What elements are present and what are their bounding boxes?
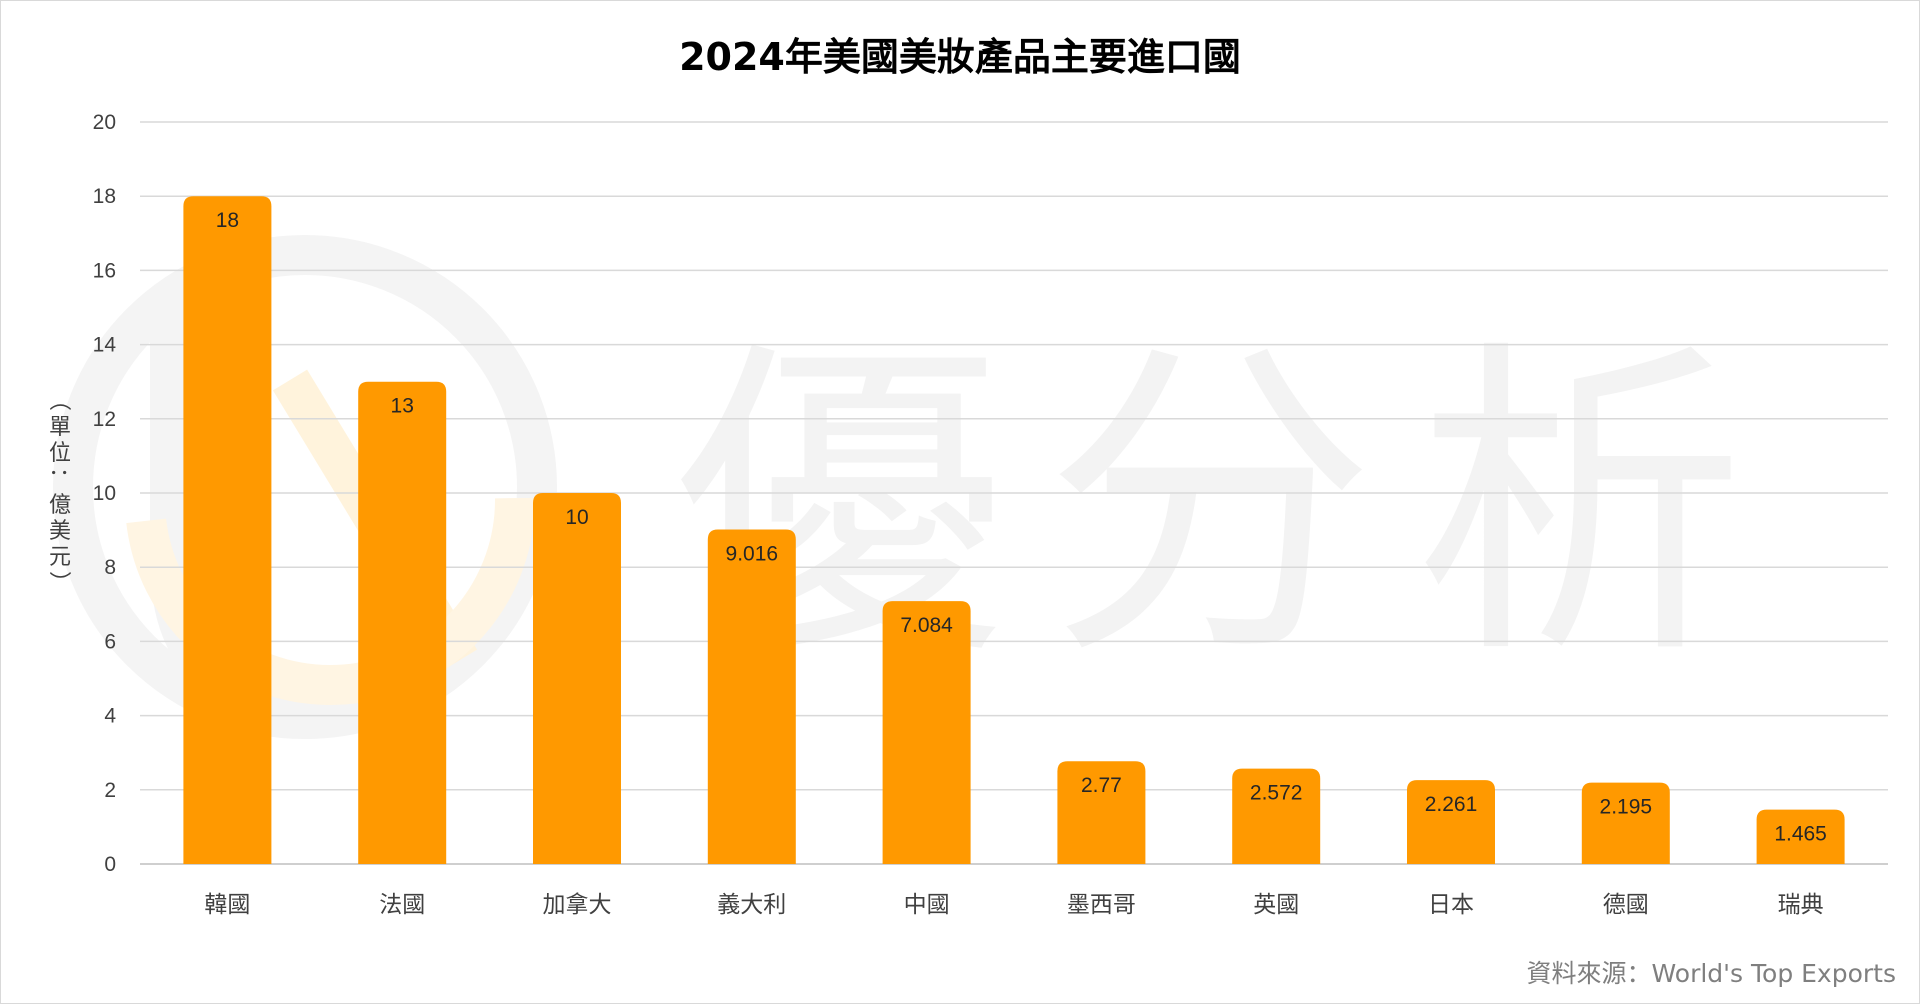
y-axis-label-char: 元 — [49, 545, 71, 570]
watermark-text: 優分析 — [675, 314, 1785, 698]
bar-10 — [1756, 809, 1845, 864]
y-tick-label: 16 — [93, 259, 116, 282]
bar-9 — [1581, 782, 1670, 864]
y-tick-label: 4 — [104, 705, 116, 728]
watermark-logo-icon — [53, 235, 557, 739]
x-tick-label-8: 日本 — [1428, 892, 1474, 918]
bar-5 — [882, 601, 971, 864]
bar-8 — [1407, 780, 1495, 864]
y-axis-label-char: ） — [46, 571, 71, 593]
y-tick-label: 2 — [104, 779, 116, 802]
bar-2 — [358, 381, 447, 864]
data-label-8: 2.261 — [1425, 793, 1478, 816]
data-label-1: 18 — [216, 209, 239, 232]
y-tick-label: 10 — [93, 482, 116, 505]
bar-3 — [533, 493, 621, 864]
x-tick-label-3: 加拿大 — [543, 891, 612, 918]
y-tick-label: 14 — [93, 334, 117, 357]
y-axis-label-char: ： — [46, 467, 71, 489]
x-tick-label-1: 韓國 — [204, 892, 250, 918]
y-axis-label-char: 美 — [49, 519, 71, 544]
bars — [183, 196, 1845, 864]
x-tick-label-5: 中國 — [904, 892, 950, 918]
data-label-9: 2.195 — [1600, 796, 1653, 819]
data-label-4: 9.016 — [726, 543, 779, 566]
y-axis-label-char: 億 — [49, 493, 71, 518]
x-tick-label-7: 英國 — [1253, 892, 1299, 918]
x-axis: 韓國 法國 加拿大 義大利 中國 墨西哥 英國 日本 德國 瑞典 — [204, 891, 1823, 918]
x-tick-label-10: 瑞典 — [1778, 892, 1824, 918]
x-tick-label-9: 德國 — [1603, 892, 1649, 918]
bar-6 — [1057, 761, 1146, 864]
bar-4 — [707, 529, 796, 864]
watermark: 優分析 — [53, 235, 1785, 739]
x-tick-label-6: 墨西哥 — [1067, 892, 1136, 918]
y-axis-label-char: （ — [46, 389, 71, 411]
data-label-6: 2.77 — [1081, 774, 1122, 797]
y-tick-label: 8 — [104, 556, 116, 579]
y-axis-label: （ 單位： 億美元） — [46, 389, 71, 593]
x-tick-label-4: 義大利 — [717, 892, 786, 918]
y-tick-label: 12 — [93, 408, 116, 431]
data-label-10: 1.465 — [1774, 823, 1827, 846]
data-label-5: 7.084 — [900, 614, 953, 637]
data-label-3: 10 — [565, 506, 588, 529]
chart-title: 2024年美國美妝產品主要進口國 — [679, 35, 1241, 79]
x-tick-label-2: 法國 — [379, 892, 425, 918]
y-tick-label: 20 — [93, 111, 116, 134]
data-label-2: 13 — [391, 395, 414, 418]
y-axis-label-char: 位 — [49, 441, 71, 466]
y-tick-label: 0 — [104, 853, 116, 876]
bar-7 — [1232, 768, 1321, 864]
source-note: 資料來源：World's Top Exports — [1527, 959, 1896, 988]
bar-1 — [183, 196, 272, 864]
data-label-7: 2.572 — [1250, 782, 1303, 805]
data-labels: 18 13 10 9.016 7.084 2.77 2.572 2.261 2.195 1.465 — [216, 209, 1827, 845]
y-axis-label-char: 單 — [49, 415, 71, 440]
y-axis: 0 2 4 6 8 10 12 14 16 18 20 — [93, 111, 117, 876]
y-tick-label: 6 — [104, 630, 116, 653]
y-tick-label: 18 — [93, 185, 116, 208]
